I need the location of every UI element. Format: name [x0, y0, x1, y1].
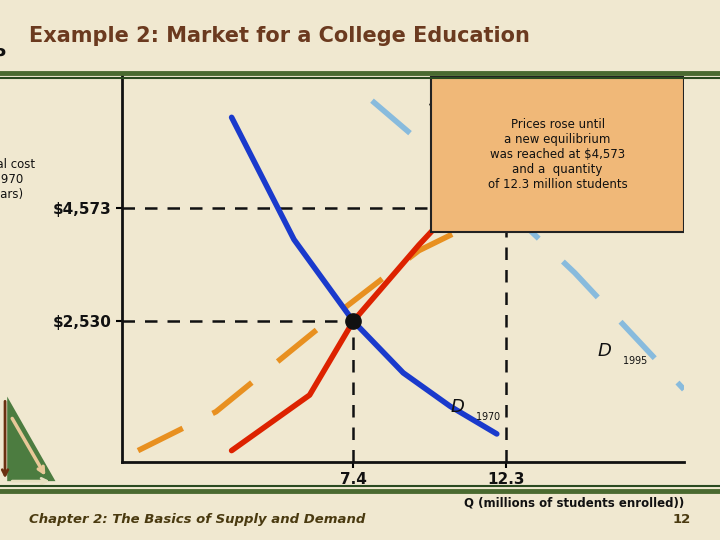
Text: $_{1970}$: $_{1970}$: [475, 409, 501, 423]
Text: $_{1995}$: $_{1995}$: [621, 353, 648, 367]
Text: $_{1995}$: $_{1995}$: [453, 103, 480, 117]
Text: (annual cost
 in 1970
 dollars): (annual cost in 1970 dollars): [0, 158, 35, 201]
Text: $\it{S}$: $\it{S}$: [428, 92, 441, 110]
Text: $\it{D}$: $\it{D}$: [450, 398, 465, 416]
Text: Chapter 2: The Basics of Supply and Demand: Chapter 2: The Basics of Supply and Dema…: [29, 513, 365, 526]
Text: P: P: [0, 47, 6, 65]
Text: $_{1970}$: $_{1970}$: [578, 170, 604, 184]
Text: $\it{D}$: $\it{D}$: [597, 342, 612, 360]
Text: Example 2: Market for a College Education: Example 2: Market for a College Educatio…: [29, 26, 530, 46]
Text: Q (millions of students enrolled)): Q (millions of students enrolled)): [464, 497, 684, 510]
Text: 12: 12: [673, 513, 691, 526]
FancyBboxPatch shape: [431, 77, 684, 232]
Text: $\it{S}$: $\it{S}$: [553, 159, 566, 177]
Polygon shape: [7, 396, 55, 481]
Text: Prices rose until
a new equilibrium
was reached at $4,573
and a  quantity
of 12.: Prices rose until a new equilibrium was …: [487, 118, 628, 191]
